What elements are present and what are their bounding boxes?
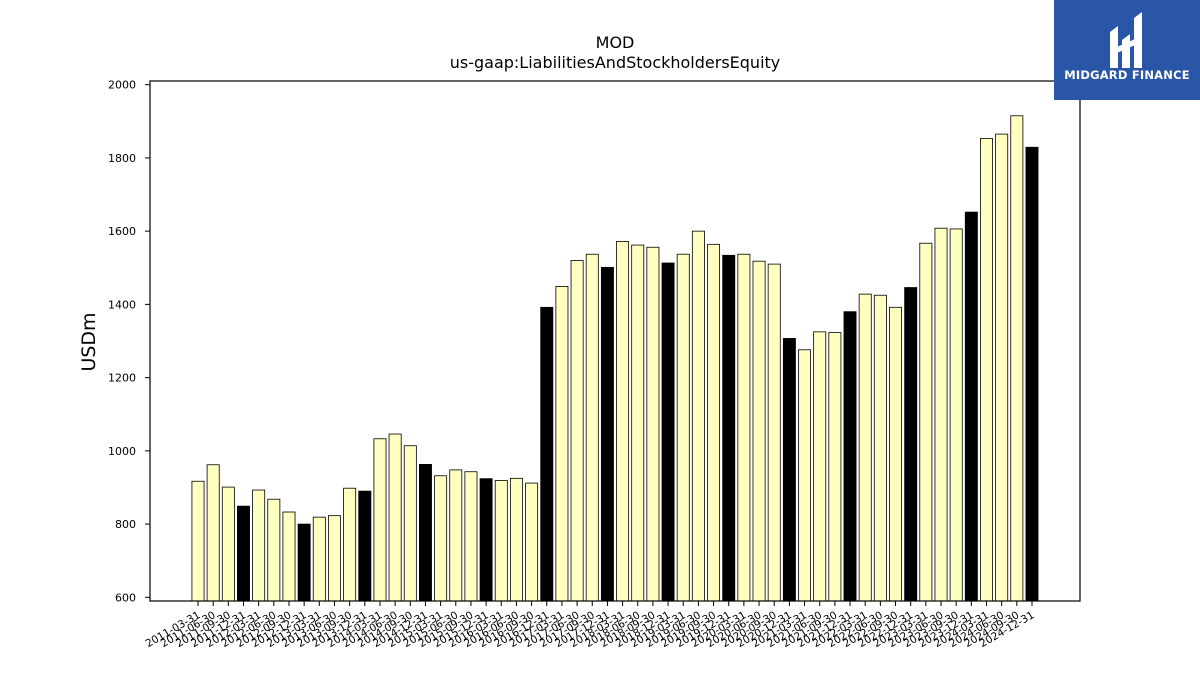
bar	[767, 263, 781, 602]
bar	[267, 498, 281, 602]
bar	[358, 490, 372, 602]
bar	[570, 260, 584, 602]
bar	[434, 475, 448, 602]
bar	[494, 480, 508, 602]
bar	[752, 260, 766, 602]
bar	[1010, 115, 1024, 602]
bar	[676, 253, 690, 602]
bar	[282, 511, 296, 602]
bar	[312, 516, 326, 602]
bar	[464, 471, 478, 602]
bar	[722, 254, 736, 602]
bar	[373, 438, 387, 602]
bar	[813, 331, 827, 602]
y-axis-label: USDm	[78, 312, 100, 371]
bar	[980, 138, 993, 602]
x-ticks: 2011-03-312011-06-302011-09-302011-12-31…	[144, 601, 1037, 650]
bar	[418, 464, 432, 602]
y-tick-label: 1200	[108, 372, 136, 385]
bar	[1025, 146, 1039, 602]
bars	[191, 115, 1039, 602]
y-tick-label: 600	[115, 591, 136, 604]
chart-subtitle: us-gaap:LiabilitiesAndStockholdersEquity	[450, 53, 781, 72]
bar	[843, 311, 857, 602]
plot-frame	[149, 80, 1081, 602]
bar	[964, 211, 978, 602]
y-tick-label: 1400	[108, 298, 136, 311]
logo-text: MIDGARD FINANCE	[1064, 68, 1190, 82]
logo: MIDGARD FINANCE	[1054, 0, 1200, 100]
bar	[328, 515, 341, 602]
bar	[631, 244, 645, 602]
bar	[828, 332, 842, 602]
bar	[479, 478, 493, 602]
bar	[858, 293, 872, 602]
bar	[691, 230, 705, 602]
bar	[919, 242, 933, 602]
bar	[191, 480, 205, 602]
bar	[949, 228, 963, 602]
y-tick-label: 1600	[108, 225, 136, 238]
bar	[555, 286, 569, 602]
bar	[403, 445, 417, 602]
y-ticks: 600 800 1000 1200 1400 1600 1800 2000	[108, 79, 150, 604]
bar	[934, 227, 948, 602]
bar	[206, 464, 220, 602]
bar	[297, 523, 311, 602]
bar	[221, 486, 235, 602]
y-tick-label: 800	[115, 518, 136, 531]
bar	[525, 482, 539, 602]
chart-title: MOD	[596, 33, 635, 52]
bar	[889, 306, 902, 602]
bar	[540, 306, 554, 602]
bar	[798, 349, 812, 602]
bar	[782, 338, 796, 602]
bar	[388, 433, 402, 602]
bar	[995, 133, 1009, 602]
bar	[600, 266, 614, 602]
y-tick-label: 1000	[108, 445, 136, 458]
bar	[737, 253, 751, 602]
bar	[616, 240, 630, 602]
bar	[661, 262, 675, 602]
bar	[509, 477, 523, 602]
bar	[343, 487, 357, 602]
bar	[237, 505, 250, 602]
bar	[449, 469, 463, 602]
y-tick-label: 1800	[108, 152, 136, 165]
bar	[873, 294, 887, 602]
bar	[585, 253, 599, 602]
bar	[707, 243, 721, 602]
y-tick-label: 2000	[108, 79, 136, 92]
bar	[904, 287, 918, 602]
bar	[646, 246, 660, 602]
bar	[252, 489, 266, 602]
logo-mark-icon	[1110, 12, 1142, 68]
